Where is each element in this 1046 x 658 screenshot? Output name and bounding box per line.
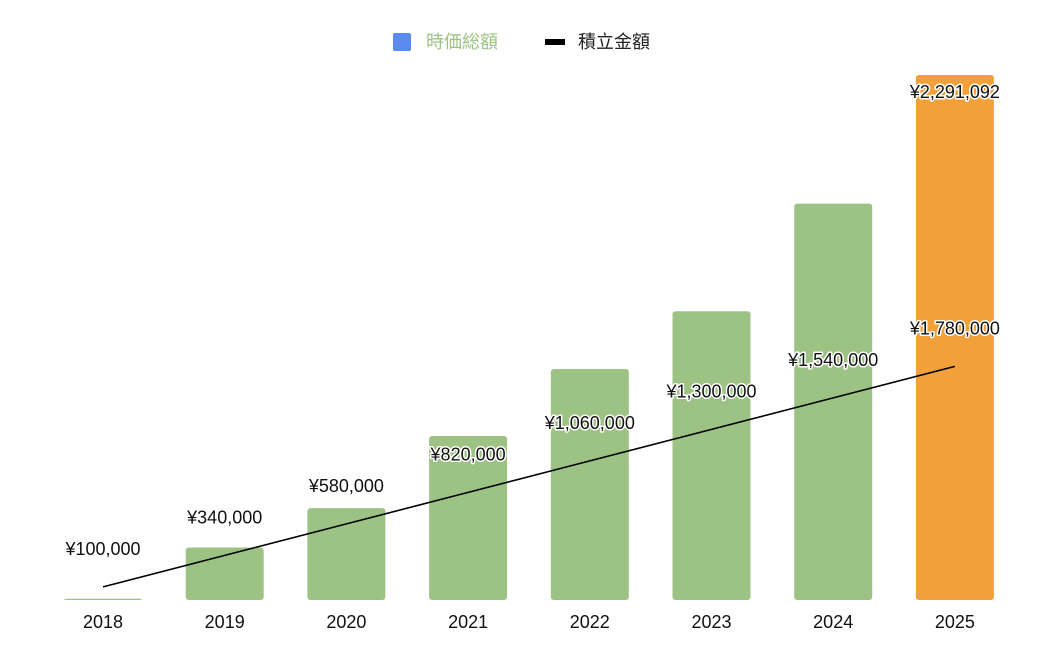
x-tick-2018: 2018 <box>83 612 123 632</box>
line-label-2025: ¥1,780,000 <box>909 318 1000 338</box>
bar-label-2025: ¥2,291,092 <box>909 82 1000 102</box>
x-tick-2025: 2025 <box>935 612 975 632</box>
x-tick-2024: 2024 <box>813 612 853 632</box>
line-path <box>102 365 956 588</box>
data-labels: ¥2,291,092 ¥100,000 ¥340,000 ¥580,000 ¥820,0… <box>63 81 1001 561</box>
x-tick-2019: 2019 <box>205 612 245 632</box>
legend-swatch-contributions <box>545 39 565 45</box>
line-label-2020: ¥580,000 <box>308 476 384 496</box>
legend-label-contributions: 積立金額 <box>578 32 650 52</box>
x-tick-2023: 2023 <box>691 612 731 632</box>
bar-2020 <box>307 508 386 600</box>
legend-swatch-market-value <box>393 33 411 51</box>
x-tick-2022: 2022 <box>570 612 610 632</box>
x-axis-ticks: 2018 2019 2020 2021 2022 2023 2024 2025 <box>83 612 975 632</box>
line-label-2021: ¥820,000 <box>430 444 506 464</box>
bar-2021 <box>429 435 508 600</box>
bar-2022 <box>550 369 629 600</box>
line-label-2018: ¥100,000 <box>64 539 140 559</box>
x-tick-2021: 2021 <box>448 612 488 632</box>
legend: 時価総額 積立金額 <box>393 32 650 52</box>
line-label-2024: ¥1,540,000 <box>787 350 878 370</box>
line-label-2019: ¥340,000 <box>186 507 262 527</box>
bars-market-value <box>64 75 994 600</box>
bar-2018 <box>64 598 142 600</box>
line-label-2022: ¥1,060,000 <box>544 413 635 433</box>
x-tick-2020: 2020 <box>326 612 366 632</box>
bar-2024 <box>794 203 873 600</box>
line-contributions <box>102 365 956 588</box>
line-label-2023: ¥1,300,000 <box>665 381 756 401</box>
legend-label-market-value: 時価総額 <box>426 32 498 52</box>
bar-2025 <box>915 75 994 600</box>
bar-2023 <box>672 311 751 600</box>
